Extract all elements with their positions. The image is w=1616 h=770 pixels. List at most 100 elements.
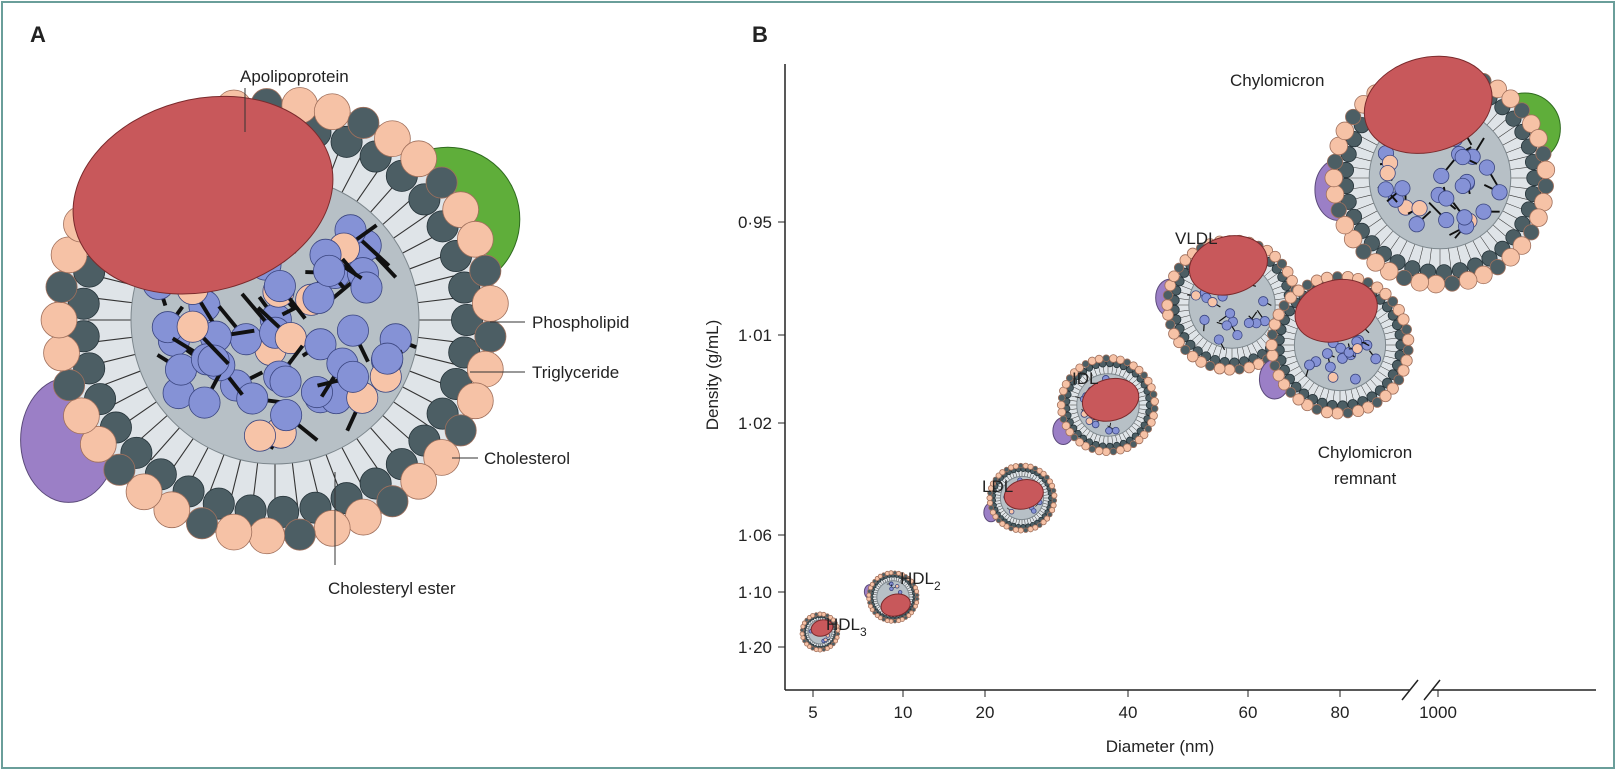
phospholipid (1151, 405, 1158, 412)
phospholipid (53, 370, 84, 401)
phospholipid (893, 619, 897, 623)
phospholipid (1150, 391, 1157, 398)
cholesterol (1530, 129, 1548, 147)
triglyceride-head (1208, 297, 1217, 306)
cholesterol (1411, 273, 1429, 291)
cholesterol (41, 302, 77, 338)
cholesterol (800, 632, 804, 636)
cholesterol (249, 518, 285, 554)
x-tick-label: 80 (1331, 703, 1350, 722)
cholesterol (1459, 272, 1477, 290)
phospholipid (1205, 361, 1214, 370)
particle-label: LDL (982, 477, 1013, 496)
particle-label: Chylomicron (1230, 71, 1324, 90)
phospholipid (1270, 361, 1280, 371)
triglyceride-head (177, 311, 208, 342)
phospholipid (822, 648, 826, 652)
x-tick-label: 40 (1119, 703, 1138, 722)
triglyceride-head (1322, 349, 1332, 359)
phospholipid (186, 508, 217, 539)
phospholipid (1402, 324, 1412, 334)
cholesteryl-ester (1092, 421, 1099, 428)
annotation: Phospholipid (532, 313, 629, 332)
phospholipid (1343, 408, 1353, 418)
y-tick-label: 1·01 (738, 326, 772, 345)
cholesterol (1332, 408, 1343, 419)
triglyceride-head (337, 361, 368, 392)
cholesterol (1169, 328, 1180, 339)
triglyceride-head (1214, 335, 1223, 344)
x-tick-label: 60 (1239, 703, 1258, 722)
cholesterol (1336, 216, 1354, 234)
annotation: Cholesteryl ester (328, 579, 456, 598)
y-tick-label: 1·06 (738, 526, 772, 545)
cholesterol (1214, 363, 1225, 374)
cholesterol (1148, 384, 1156, 392)
cholesterol (1537, 161, 1555, 179)
phospholipid (284, 519, 315, 550)
triglyceride-head (895, 584, 899, 588)
cholesterol (1321, 406, 1332, 417)
phospholipid (1536, 146, 1551, 161)
particle-label: IDL (1072, 369, 1098, 388)
phospholipid (1327, 154, 1342, 169)
phospholipid (1312, 404, 1322, 414)
cholesterol (457, 383, 493, 419)
phospholipid (893, 571, 897, 575)
triglyceride-head (1479, 160, 1494, 175)
cholesterol (1062, 422, 1070, 430)
x-tick-label: 10 (894, 703, 913, 722)
triglyceride-head (1200, 315, 1209, 324)
cholesterol (867, 593, 871, 597)
page: A B Apolipoprotein Phospholipid Triglyce… (0, 0, 1616, 770)
y-tick-label: 0·95 (738, 213, 772, 232)
phospholipid (1052, 498, 1057, 503)
cholesterol (1028, 464, 1033, 469)
cholesteryl-ester (1412, 201, 1427, 216)
cholesterol (467, 351, 503, 387)
triglyceride-head (189, 387, 220, 418)
y-axis-label: Density (g/mL) (703, 320, 722, 431)
particle-name: HDL (826, 615, 860, 634)
phospholipid (1445, 276, 1460, 291)
triglyceride-head (1352, 344, 1362, 354)
triglyceride-head (1233, 330, 1242, 339)
triglyceride-head (1191, 291, 1200, 300)
x-tick-label: 20 (976, 703, 995, 722)
phospholipid (1235, 365, 1244, 374)
phospholipid (989, 505, 994, 510)
cholesterol (1266, 339, 1277, 350)
cholesterol (1095, 447, 1103, 455)
phospholipid (1396, 270, 1411, 285)
phospholipid (1051, 488, 1056, 493)
phospholipid (1058, 394, 1065, 401)
triglyceride-head (1395, 181, 1410, 196)
triglyceride-head (890, 587, 894, 591)
triglyceride-head (1476, 204, 1491, 219)
triglyceride-head (244, 420, 275, 451)
phospholipid (1538, 178, 1553, 193)
phospholipid (1490, 259, 1505, 274)
triglyceride-head (1350, 374, 1360, 384)
cholesterol (314, 94, 350, 130)
cholesterol (1244, 362, 1255, 373)
triglyceride-head (824, 638, 828, 642)
cholesterol (1049, 483, 1054, 488)
particle-label: remnant (1334, 469, 1397, 488)
cholesterol (457, 221, 493, 257)
particle-subscript: 3 (860, 625, 867, 639)
phospholipid (475, 321, 506, 352)
figure: A B Apolipoprotein Phospholipid Triglyce… (0, 0, 1616, 770)
phospholipid (348, 107, 379, 138)
cholesterol (1403, 334, 1414, 345)
triglyceride-head (1260, 316, 1269, 325)
phospholipid (868, 601, 872, 605)
cholesterol (1018, 528, 1023, 533)
phospholipid (1103, 355, 1110, 362)
cholesteryl-ester (1112, 427, 1119, 434)
cholesterol (889, 571, 893, 575)
y-tick-label: 1·20 (738, 638, 772, 657)
particle-name: HDL (900, 569, 934, 588)
cholesteryl-ester (1439, 212, 1454, 227)
annotation: Apolipoprotein (240, 67, 349, 86)
